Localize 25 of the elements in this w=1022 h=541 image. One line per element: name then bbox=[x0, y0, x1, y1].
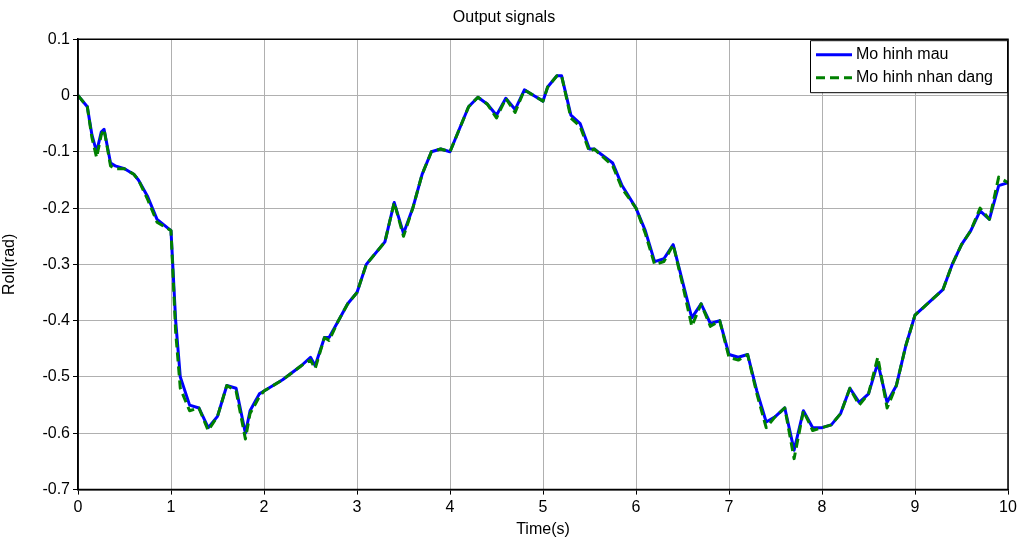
y-tick-label: -0.5 bbox=[42, 367, 71, 385]
y-tick-label: 0 bbox=[61, 85, 71, 103]
x-axis-title: Time(s) bbox=[516, 519, 570, 537]
x-tick-label: 2 bbox=[259, 497, 269, 515]
legend-label: Mo hinh nhan dang bbox=[856, 68, 993, 86]
y-tick-label: -0.7 bbox=[42, 480, 71, 498]
x-tick-label: 9 bbox=[910, 497, 920, 515]
y-tick-label: -0.4 bbox=[42, 311, 71, 329]
x-tick-label: 5 bbox=[538, 497, 548, 515]
x-tick-label: 7 bbox=[724, 497, 734, 515]
chart-title: Output signals bbox=[452, 8, 556, 26]
x-tick-label: 3 bbox=[352, 497, 362, 515]
x-tick-label: 8 bbox=[817, 497, 827, 515]
x-tick-label: 4 bbox=[445, 497, 455, 515]
y-tick-label: 0.1 bbox=[47, 29, 71, 47]
y-axis-title: Roll(rad) bbox=[0, 233, 18, 296]
legend-label: Mo hinh mau bbox=[856, 45, 949, 63]
x-tick-label: 1 bbox=[166, 497, 176, 515]
y-tick-label: -0.2 bbox=[42, 198, 71, 216]
x-tick-label: 0 bbox=[73, 497, 83, 515]
y-tick-label: -0.1 bbox=[42, 142, 71, 160]
y-tick-label: -0.6 bbox=[42, 423, 71, 441]
y-tick-label: -0.3 bbox=[42, 254, 71, 272]
x-tick-label: 10 bbox=[999, 497, 1017, 515]
x-tick-label: 6 bbox=[631, 497, 641, 515]
